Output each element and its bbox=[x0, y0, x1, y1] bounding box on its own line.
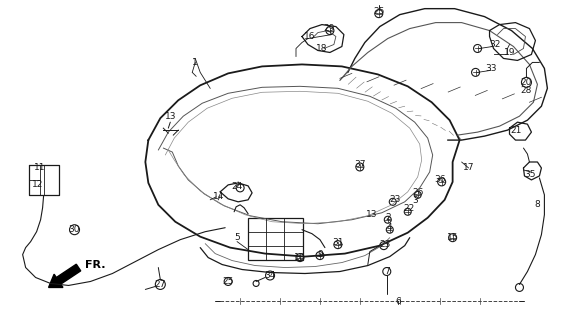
Text: 25: 25 bbox=[373, 7, 384, 16]
Text: 15: 15 bbox=[447, 233, 458, 242]
Text: 26: 26 bbox=[412, 188, 423, 197]
Text: 8: 8 bbox=[535, 200, 540, 209]
Text: 37: 37 bbox=[354, 160, 366, 170]
Text: 12: 12 bbox=[32, 180, 43, 189]
Text: 36: 36 bbox=[434, 175, 446, 184]
Text: 30: 30 bbox=[69, 225, 80, 234]
Text: 31: 31 bbox=[332, 238, 343, 247]
Text: 32: 32 bbox=[489, 40, 500, 49]
Text: 6: 6 bbox=[395, 297, 401, 306]
Text: 20: 20 bbox=[521, 78, 532, 87]
Text: FR.: FR. bbox=[86, 260, 106, 269]
Text: 33: 33 bbox=[486, 64, 497, 73]
Text: 17: 17 bbox=[463, 164, 474, 172]
Text: 9: 9 bbox=[317, 250, 323, 259]
Text: 1: 1 bbox=[193, 58, 198, 67]
Text: 35: 35 bbox=[525, 171, 536, 180]
Text: 27: 27 bbox=[154, 280, 166, 289]
Text: 18: 18 bbox=[316, 44, 328, 53]
Text: 3: 3 bbox=[412, 196, 417, 205]
Text: 21: 21 bbox=[511, 126, 522, 135]
Text: 19: 19 bbox=[504, 48, 515, 57]
Text: 23: 23 bbox=[379, 240, 390, 249]
Text: 29: 29 bbox=[323, 24, 335, 33]
Text: 11: 11 bbox=[34, 164, 45, 172]
Text: 13: 13 bbox=[366, 210, 377, 219]
Text: 2: 2 bbox=[385, 213, 390, 222]
Text: 25: 25 bbox=[222, 277, 234, 286]
Text: 5: 5 bbox=[234, 233, 240, 242]
Text: 16: 16 bbox=[304, 32, 316, 41]
Text: 10: 10 bbox=[294, 253, 306, 262]
Text: 34: 34 bbox=[264, 271, 276, 280]
Text: 23: 23 bbox=[389, 195, 400, 204]
Bar bbox=[248, 218, 303, 260]
Text: 24: 24 bbox=[231, 182, 243, 191]
Text: 14: 14 bbox=[212, 192, 224, 201]
Text: 7: 7 bbox=[384, 267, 390, 276]
Text: 13: 13 bbox=[164, 112, 176, 121]
FancyArrow shape bbox=[49, 264, 81, 287]
Text: 22: 22 bbox=[403, 204, 414, 213]
Text: 4: 4 bbox=[387, 223, 393, 232]
Text: 28: 28 bbox=[521, 86, 532, 95]
